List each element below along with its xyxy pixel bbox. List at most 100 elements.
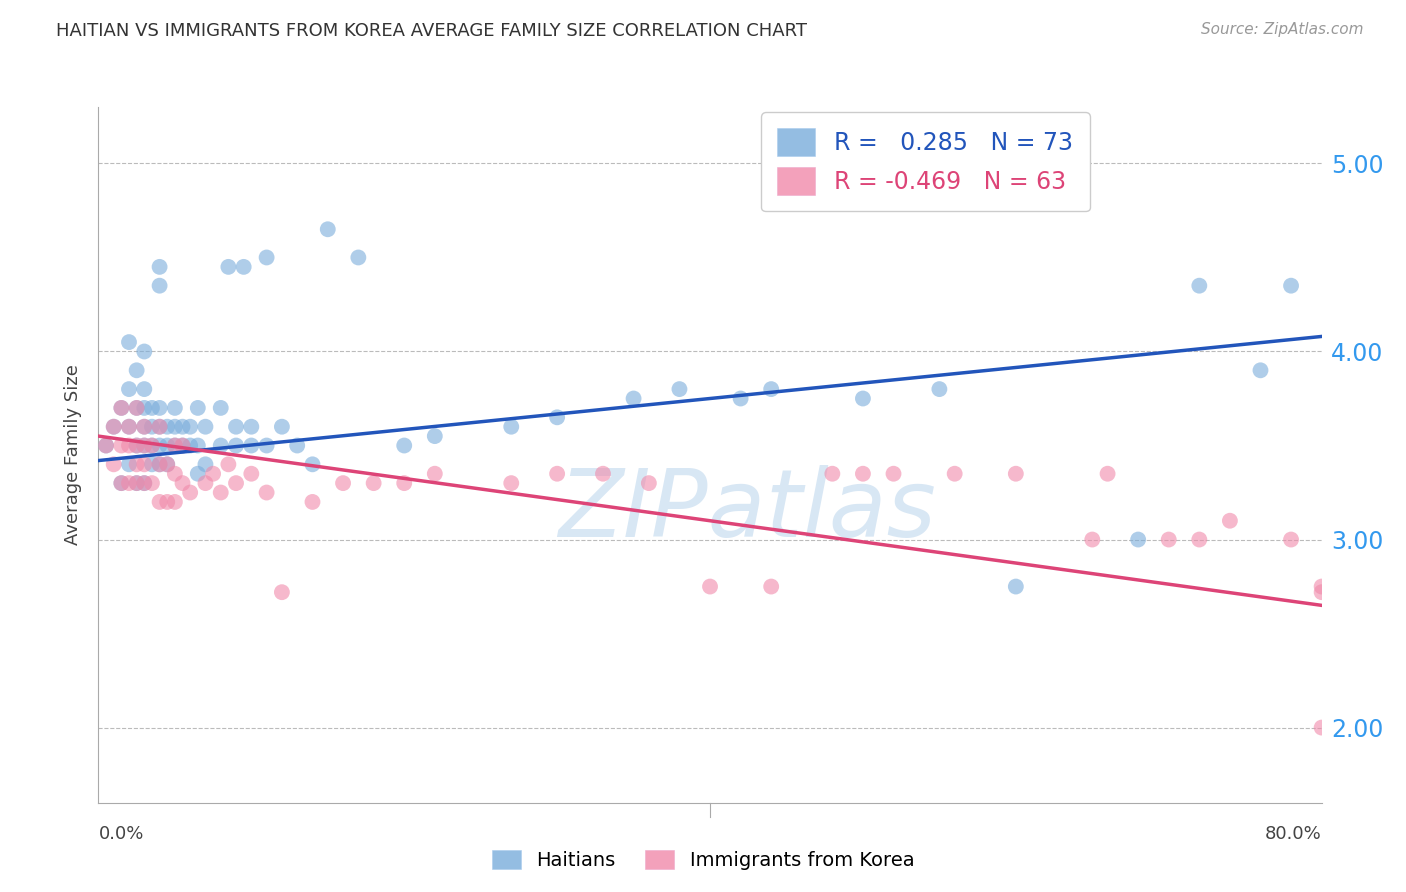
Point bbox=[118, 476, 141, 491]
Point bbox=[134, 344, 156, 359]
Point bbox=[163, 438, 186, 452]
Point bbox=[1219, 514, 1241, 528]
Point bbox=[256, 438, 278, 452]
Point bbox=[156, 419, 179, 434]
Point bbox=[1157, 533, 1180, 547]
Point bbox=[163, 495, 186, 509]
Point bbox=[194, 419, 217, 434]
Point bbox=[118, 382, 141, 396]
Point bbox=[546, 410, 568, 425]
Point bbox=[1128, 533, 1150, 547]
Y-axis label: Average Family Size: Average Family Size bbox=[63, 365, 82, 545]
Point bbox=[172, 476, 194, 491]
Point bbox=[187, 401, 209, 415]
Point bbox=[363, 476, 385, 491]
Point bbox=[141, 458, 163, 472]
Point bbox=[141, 476, 163, 491]
Point bbox=[256, 485, 278, 500]
Point bbox=[217, 458, 239, 472]
Point bbox=[270, 419, 292, 434]
Point bbox=[501, 419, 523, 434]
Point bbox=[316, 222, 339, 236]
Point bbox=[301, 458, 323, 472]
Point bbox=[194, 458, 217, 472]
Point bbox=[110, 476, 132, 491]
Text: HAITIAN VS IMMIGRANTS FROM KOREA AVERAGE FAMILY SIZE CORRELATION CHART: HAITIAN VS IMMIGRANTS FROM KOREA AVERAGE… bbox=[56, 22, 807, 40]
Point bbox=[179, 419, 201, 434]
Point bbox=[392, 476, 416, 491]
Point bbox=[668, 382, 690, 396]
Point bbox=[546, 467, 568, 481]
Point bbox=[163, 467, 186, 481]
Point bbox=[202, 467, 225, 481]
Point bbox=[179, 438, 201, 452]
Point bbox=[141, 438, 163, 452]
Point bbox=[103, 419, 125, 434]
Point bbox=[172, 438, 194, 452]
Point bbox=[423, 467, 446, 481]
Point bbox=[209, 438, 232, 452]
Point bbox=[156, 458, 179, 472]
Point bbox=[172, 438, 194, 452]
Point bbox=[240, 467, 263, 481]
Point bbox=[1310, 580, 1333, 594]
Point bbox=[1188, 533, 1211, 547]
Point bbox=[134, 419, 156, 434]
Point bbox=[423, 429, 446, 443]
Point bbox=[118, 419, 141, 434]
Point bbox=[149, 419, 172, 434]
Point bbox=[928, 382, 950, 396]
Point bbox=[125, 401, 148, 415]
Point bbox=[883, 467, 905, 481]
Point bbox=[623, 392, 645, 406]
Point bbox=[110, 476, 132, 491]
Point bbox=[134, 438, 156, 452]
Point bbox=[1097, 467, 1119, 481]
Point bbox=[179, 485, 201, 500]
Point bbox=[156, 458, 179, 472]
Point bbox=[699, 580, 721, 594]
Point bbox=[149, 458, 172, 472]
Point bbox=[225, 419, 247, 434]
Point bbox=[141, 419, 163, 434]
Point bbox=[125, 363, 148, 377]
Point bbox=[118, 335, 141, 350]
Legend: Haitians, Immigrants from Korea: Haitians, Immigrants from Korea bbox=[484, 842, 922, 878]
Point bbox=[285, 438, 308, 452]
Point bbox=[149, 438, 172, 452]
Point bbox=[1004, 580, 1026, 594]
Point bbox=[125, 438, 148, 452]
Point bbox=[94, 438, 117, 452]
Point bbox=[141, 438, 163, 452]
Point bbox=[156, 495, 179, 509]
Point bbox=[187, 438, 209, 452]
Point bbox=[209, 485, 232, 500]
Point bbox=[163, 401, 186, 415]
Point bbox=[637, 476, 661, 491]
Point bbox=[134, 419, 156, 434]
Point bbox=[118, 458, 141, 472]
Point bbox=[232, 260, 254, 274]
Point bbox=[256, 251, 278, 265]
Point bbox=[134, 476, 156, 491]
Point bbox=[1279, 278, 1302, 293]
Point bbox=[759, 580, 782, 594]
Point bbox=[149, 419, 172, 434]
Point bbox=[103, 458, 125, 472]
Point bbox=[187, 467, 209, 481]
Point bbox=[592, 467, 614, 481]
Point bbox=[240, 419, 263, 434]
Point bbox=[149, 458, 172, 472]
Point bbox=[134, 476, 156, 491]
Point bbox=[943, 467, 966, 481]
Legend: R =   0.285   N = 73, R = -0.469   N = 63: R = 0.285 N = 73, R = -0.469 N = 63 bbox=[761, 112, 1090, 211]
Point bbox=[852, 467, 875, 481]
Point bbox=[392, 438, 416, 452]
Point bbox=[125, 476, 148, 491]
Point bbox=[134, 438, 156, 452]
Point bbox=[163, 419, 186, 434]
Point bbox=[1004, 467, 1026, 481]
Point bbox=[149, 278, 172, 293]
Point bbox=[1188, 278, 1211, 293]
Point bbox=[118, 419, 141, 434]
